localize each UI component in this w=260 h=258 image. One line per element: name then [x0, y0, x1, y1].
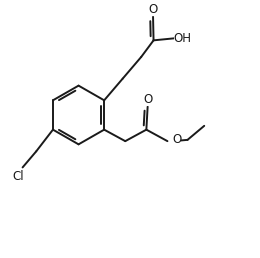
Text: O: O: [148, 3, 158, 16]
Text: OH: OH: [174, 32, 192, 45]
Text: O: O: [143, 93, 152, 106]
Text: O: O: [172, 133, 181, 146]
Text: Cl: Cl: [12, 170, 24, 183]
